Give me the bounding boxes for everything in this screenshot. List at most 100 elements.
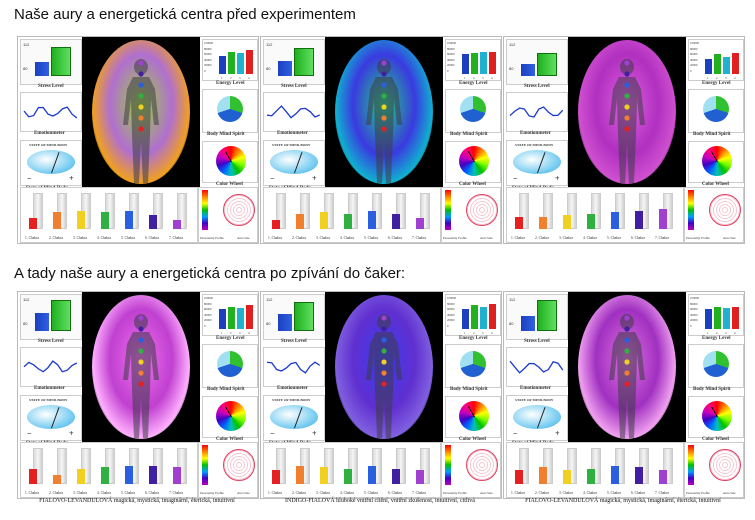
chakra-label: 2. Chakra — [49, 491, 63, 495]
energy-axis-tick: 20000 — [204, 63, 212, 67]
energy-level-label: Energy Level — [216, 336, 245, 341]
chakra-label: 5. Chakra — [121, 236, 135, 240]
chakra-bar — [53, 212, 61, 229]
stress-level-label: Stress Level — [38, 339, 64, 344]
stress-axis-top: 112 — [509, 42, 516, 47]
chakra-bar — [272, 470, 280, 484]
plus-sign: + — [312, 174, 317, 183]
energy-x-tick: 1 — [707, 76, 709, 80]
bms-pie — [460, 96, 486, 122]
chakra-bar — [125, 466, 133, 484]
emotionmeter-label: Emotionmeter — [277, 131, 308, 136]
chakra-label: 2. Chakra — [535, 491, 549, 495]
chakra-bar — [635, 211, 643, 229]
energy-axis-tick: 20000 — [447, 318, 455, 322]
aura-panel: 112 80 Stress Level Emotionmeter STATE OF MI… — [260, 291, 502, 499]
chakra-column — [543, 193, 553, 229]
chakra-label: 6. Chakra — [388, 236, 402, 240]
body-mind-spirit-chart — [688, 89, 744, 133]
bms-pie — [703, 351, 729, 377]
energy-bar — [480, 52, 487, 74]
stress-bar-blue — [521, 316, 535, 331]
chakra-label: 2. Chakra — [535, 236, 549, 240]
color-wheel-chart — [688, 141, 744, 183]
aura-caption: INDIGO-FIALOVÁ hluboké vnitřní cítění, v… — [285, 498, 475, 504]
stress-level-label: Stress Level — [281, 339, 307, 344]
chakra-column — [519, 448, 529, 484]
chakra-bar — [344, 469, 352, 484]
chakra-bar — [392, 214, 400, 229]
energy-bar — [237, 308, 244, 329]
aura-size-rings — [466, 449, 498, 481]
body-silhouette — [609, 59, 645, 183]
stress-axis-top: 112 — [266, 42, 273, 47]
chakra-column — [639, 448, 649, 484]
chakra-bars: 1. Chakra 2. Chakra 3. Chakra 4. Chakra 5. C… — [20, 187, 198, 243]
emotionmeter-chart — [263, 92, 325, 132]
personality-rainbow — [688, 445, 694, 485]
chakra-column — [57, 448, 67, 484]
stress-level-label: Stress Level — [38, 84, 64, 89]
stress-axis-top: 112 — [509, 297, 516, 302]
energy-x-tick: 4 — [248, 76, 250, 80]
energy-axis-tick: 100000 — [204, 41, 213, 45]
energy-axis-tick: 80000 — [690, 301, 698, 306]
energy-x-tick: 2 — [716, 331, 718, 335]
stress-bar-blue — [35, 313, 49, 331]
chakra-column — [348, 448, 358, 484]
bms-pie — [460, 351, 486, 377]
stress-axis-top: 112 — [23, 42, 30, 47]
stress-bar-green — [537, 53, 557, 76]
energy-x-tick: 1 — [707, 331, 709, 335]
energy-axis-tick: 60000 — [204, 307, 212, 311]
chakra-column — [105, 448, 115, 484]
energy-x-tick: 2 — [230, 76, 232, 80]
chakra-column — [324, 193, 334, 229]
personality-profile-label: Personality Profile — [200, 491, 224, 495]
body-mind-spirit-chart — [202, 344, 258, 388]
chakra-bar — [515, 217, 523, 229]
energy-axis-tick: 40000 — [204, 57, 212, 62]
body-silhouette — [366, 314, 402, 438]
heading-before: Naše aury a energetická centra před expe… — [14, 6, 356, 23]
chakra-column — [348, 193, 358, 229]
stress-axis-bottom: 80 — [23, 66, 28, 71]
energy-axis-tick: 100000 — [690, 41, 699, 45]
chakra-label: 1. Chakra — [25, 491, 39, 495]
chakra-bar — [368, 211, 376, 229]
chakra-label: 5. Chakra — [364, 236, 378, 240]
chakra-bar — [587, 214, 595, 229]
state-of-mind-body: STATE OF MIND-BODY − + — [263, 140, 325, 186]
personality-rainbow — [202, 190, 208, 230]
color-wheel-label: Color Wheel — [459, 182, 486, 187]
aura-size-rings — [709, 449, 741, 481]
chakra-label: 3. Chakra — [559, 236, 573, 240]
aura-photo — [568, 292, 686, 442]
chakra-bar — [272, 220, 280, 229]
energy-bar — [480, 307, 487, 329]
stress-axis-bottom: 80 — [23, 321, 28, 326]
energy-axis-tick: 100000 — [447, 296, 456, 300]
chakra-column — [153, 193, 163, 229]
energy-x-tick: 4 — [734, 331, 736, 335]
chakra-bar — [296, 466, 304, 484]
energy-level-chart: 100000 80000 60000 40000 20000 0 1 2 3 4 — [445, 39, 501, 81]
personality-profile: Personality Profile Aura Size — [684, 442, 744, 498]
energy-bar — [489, 52, 496, 74]
body-mind-spirit-label: Body Mind Spirit — [450, 132, 488, 137]
aura-size-rings — [223, 449, 255, 481]
state-header: STATE OF MIND-BODY — [515, 398, 554, 402]
energy-axis-tick: 80000 — [690, 46, 698, 51]
chakra-bar — [392, 469, 400, 484]
energy-axis-tick: 20000 — [690, 318, 698, 322]
chakra-bar — [368, 466, 376, 484]
chakra-label: 3. Chakra — [559, 491, 573, 495]
chakra-label: 1. Chakra — [25, 236, 39, 240]
stress-level-label: Stress Level — [281, 84, 307, 89]
energy-level-chart: 100000 80000 60000 40000 20000 0 1 2 3 4 — [202, 39, 258, 81]
emotionmeter-line — [23, 106, 78, 119]
stress-level-chart: 112 80 — [263, 39, 325, 85]
stress-level-chart: 112 80 — [506, 294, 568, 340]
chakra-label: 3. Chakra — [316, 491, 330, 495]
chakra-label: 7. Chakra — [169, 491, 183, 495]
